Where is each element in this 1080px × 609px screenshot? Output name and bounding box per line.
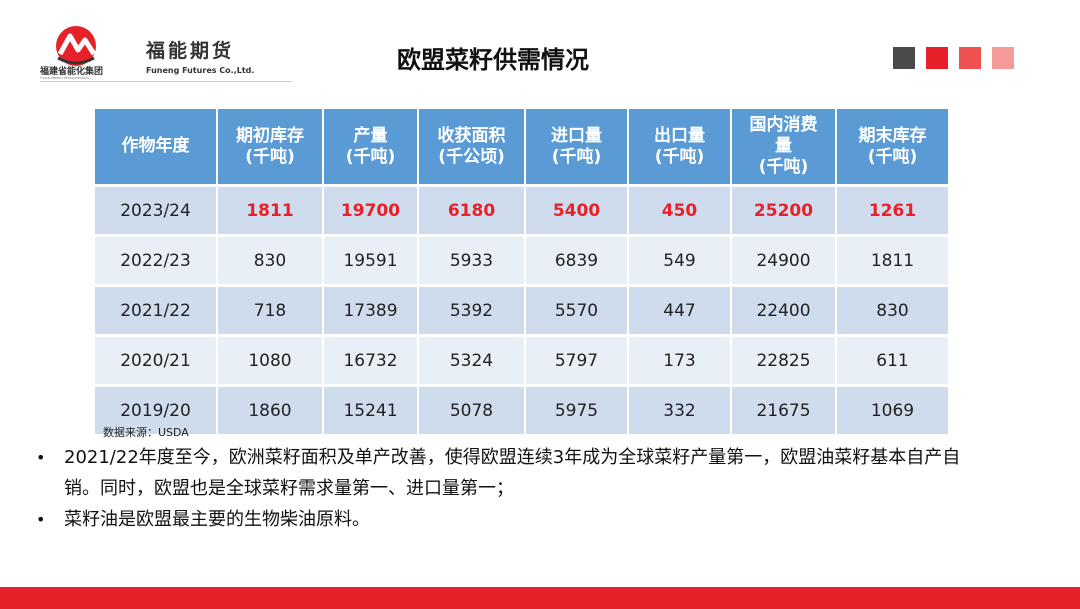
- decor-square-3: [959, 47, 981, 69]
- col-header-crop-year: 作物年度: [95, 109, 218, 186]
- table-cell: 21675: [731, 384, 837, 434]
- footer-bar: [0, 587, 1080, 609]
- table-cell: 5797: [525, 334, 629, 386]
- table-cell: 15241: [323, 384, 419, 434]
- table-row: 2023/24 1811 19700 6180 5400 450 25200 1…: [95, 184, 948, 236]
- table-cell: 2022/23: [95, 234, 218, 286]
- table-cell: 447: [628, 284, 732, 336]
- table-cell: 2021/22: [95, 284, 218, 336]
- table-header-row: 作物年度 期初库存 (千吨) 产量 (千吨) 收获面积 (千公顷) 进口量 (千吨) 出…: [95, 109, 948, 186]
- table-cell: 19700: [323, 184, 419, 236]
- logo-name-cn: 福能期货: [146, 40, 235, 62]
- table-cell: 173: [628, 334, 732, 386]
- page-title: 欧盟菜籽供需情况: [397, 46, 589, 74]
- logo-group-cn: 福建省能化集团: [40, 67, 104, 77]
- table-cell: 1860: [217, 384, 324, 434]
- bullet-list: 2021/22年度至今，欧洲菜籽面积及单产改善，使得欧盟连续3年成为全球菜籽产量…: [36, 442, 996, 535]
- table-row: 2020/21 1080 16732 5324 5797 173 22825 6…: [95, 334, 948, 386]
- table-cell: 16732: [323, 334, 419, 386]
- supply-demand-table: 作物年度 期初库存 (千吨) 产量 (千吨) 收获面积 (千公顷) 进口量 (千吨) 出…: [95, 109, 948, 434]
- logo-divider: [40, 81, 292, 82]
- logo-name-en: Funeng Futures Co.,Ltd.: [146, 66, 255, 75]
- decor-square-4: [992, 47, 1014, 69]
- table-cell: 1811: [217, 184, 324, 236]
- table-cell: 1069: [836, 384, 948, 434]
- table-cell: 5078: [418, 384, 526, 434]
- table-cell: 450: [628, 184, 732, 236]
- table-cell: 6180: [418, 184, 526, 236]
- table-cell: 17389: [323, 284, 419, 336]
- col-header-exports: 出口量 (千吨): [628, 109, 732, 186]
- table-cell: 25200: [731, 184, 837, 236]
- table-cell: 1261: [836, 184, 948, 236]
- bullet-item: 2021/22年度至今，欧洲菜籽面积及单产改善，使得欧盟连续3年成为全球菜籽产量…: [36, 442, 996, 504]
- table-cell: 19591: [323, 234, 419, 286]
- logo-group-en: FUJIAN ENERGY PETROCHEMICAL: [40, 76, 90, 80]
- funeng-logo-icon: [56, 26, 97, 66]
- table-cell: 2020/21: [95, 334, 218, 386]
- table-cell: 332: [628, 384, 732, 434]
- table-cell: 718: [217, 284, 324, 336]
- table-cell: 1811: [836, 234, 948, 286]
- table-cell: 24900: [731, 234, 837, 286]
- data-source-note: 数据来源：USDA: [103, 426, 189, 439]
- table-cell: 22400: [731, 284, 837, 336]
- table-row: 2021/22 718 17389 5392 5570 447 22400 83…: [95, 284, 948, 336]
- table-cell: 549: [628, 234, 732, 286]
- company-logo: 福能期货 Funeng Futures Co.,Ltd. 福建省能化集团 FUJ…: [40, 22, 295, 84]
- decor-square-1: [893, 47, 915, 69]
- table-cell: 1080: [217, 334, 324, 386]
- table-cell: 6839: [525, 234, 629, 286]
- table-cell: 2023/24: [95, 184, 218, 236]
- decor-square-2: [926, 47, 948, 69]
- col-header-domestic-consumption: 国内消费量 (千吨): [731, 109, 837, 186]
- table-cell: 5392: [418, 284, 526, 336]
- table-cell: 830: [836, 284, 948, 336]
- table-row: 2022/23 830 19591 5933 6839 549 24900 18…: [95, 234, 948, 286]
- col-header-ending-stock: 期末库存 (千吨): [836, 109, 948, 186]
- table-cell: 5570: [525, 284, 629, 336]
- col-header-opening-stock: 期初库存 (千吨): [217, 109, 324, 186]
- table-cell: 5933: [418, 234, 526, 286]
- bullet-item: 菜籽油是欧盟最主要的生物柴油原料。: [36, 504, 996, 535]
- col-header-imports: 进口量 (千吨): [525, 109, 629, 186]
- table-cell: 22825: [731, 334, 837, 386]
- table-cell: 611: [836, 334, 948, 386]
- table-cell: 5324: [418, 334, 526, 386]
- table-cell: 830: [217, 234, 324, 286]
- col-header-harvest-area: 收获面积 (千公顷): [418, 109, 526, 186]
- table-cell: 5975: [525, 384, 629, 434]
- col-header-production: 产量 (千吨): [323, 109, 419, 186]
- table-cell: 2019/20: [95, 384, 218, 434]
- table-row: 2019/20 1860 15241 5078 5975 332 21675 1…: [95, 384, 948, 434]
- table-cell: 5400: [525, 184, 629, 236]
